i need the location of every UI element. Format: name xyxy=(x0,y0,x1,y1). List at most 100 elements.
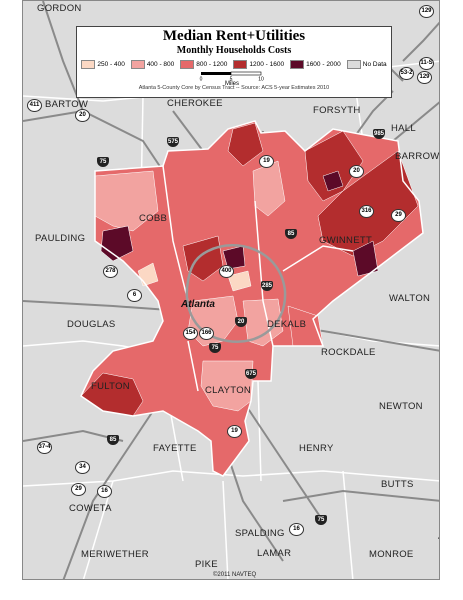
county-label-henry: HENRY xyxy=(299,443,334,454)
legend-swatch xyxy=(81,60,96,69)
county-label-gwinnett: GWINNETT xyxy=(319,235,373,246)
route-shield-400: 400 xyxy=(219,265,234,278)
scale-tick: 0 xyxy=(200,77,203,82)
scale-tick: 5 xyxy=(230,77,233,82)
legend: Median Rent+Utilities Monthly Households… xyxy=(76,26,392,98)
route-shield-19: 19 xyxy=(259,155,274,168)
map-subtitle: Monthly Households Costs xyxy=(176,45,292,56)
interstate-shield-75x: 75 xyxy=(315,515,327,525)
divider-cobb-fulton xyxy=(162,165,189,302)
source-note: Atlanta 5-County Core by Census Tract --… xyxy=(138,85,330,91)
route-shield-16: 16 xyxy=(97,485,112,498)
county-label-spalding: SPALDING xyxy=(235,528,285,539)
county-label-cobb: COBB xyxy=(139,213,168,224)
county-label-paulding: PAULDING xyxy=(35,233,86,244)
county-label-barrow: BARROW xyxy=(395,151,440,162)
county-label-walton: WALTON xyxy=(389,293,431,304)
route-shield-6: 6 xyxy=(127,289,142,302)
city-label-atlanta: Atlanta xyxy=(181,299,215,310)
route-shield-129: 129 xyxy=(419,5,434,18)
county-label-forsyth: FORSYTH xyxy=(313,105,361,116)
route-shield-29b: 29 xyxy=(71,483,86,496)
county-label-lamar: LAMAR xyxy=(257,548,292,559)
divider-dekalb-gwinnett xyxy=(282,245,354,272)
route-shield-20b: 20 xyxy=(349,165,364,178)
legend-item: 1600 - 2000 xyxy=(290,60,341,69)
legend-label: 1200 - 1600 xyxy=(249,61,285,68)
county-label-gordon: GORDON xyxy=(37,3,82,14)
route-shield-316: 316 xyxy=(359,205,374,218)
interstate-shield-985: 985 xyxy=(373,129,385,139)
divider-fulton-clayton xyxy=(187,340,199,392)
metro-outline xyxy=(80,120,424,477)
map-title: Median Rent+Utilities xyxy=(162,28,306,44)
county-label-newton: NEWTON xyxy=(379,401,423,412)
scale-tick: 10 xyxy=(258,77,264,82)
legend-swatch xyxy=(233,60,248,69)
county-label-fulton: FULTON xyxy=(91,381,130,392)
interstate-shield-575: 575 xyxy=(167,137,179,147)
legend-swatch xyxy=(346,60,361,69)
county-label-hall: HALL xyxy=(391,123,416,134)
i285-beltway xyxy=(185,244,287,343)
scale-bar: 0 5 10 Miles xyxy=(77,71,391,87)
legend-item: 1200 - 1600 xyxy=(233,60,284,69)
route-shield-16b: 16 xyxy=(289,523,304,536)
interstate-shield-20: 20 xyxy=(235,317,247,327)
copyright-text: ©2011 NAVTEQ xyxy=(213,572,257,578)
legend-item: 800 - 1200 xyxy=(180,60,227,69)
highway-411 xyxy=(23,110,84,122)
county-label-rockdale: ROCKDALE xyxy=(321,347,376,358)
county-label-butts: BUTTS xyxy=(381,479,414,490)
route-shield-37: 37-4 xyxy=(37,441,52,454)
scale-bar-graphic: 0 5 10 xyxy=(200,71,264,82)
legend-items: 250 - 400 400 - 800 800 - 1200 1200 - 16… xyxy=(77,60,391,69)
county-line-meriwether xyxy=(82,480,114,579)
route-shield-19b: 19 xyxy=(227,425,242,438)
legend-item: 400 - 800 xyxy=(130,60,175,69)
legend-label: No Data xyxy=(362,61,387,68)
choropleth-tracts xyxy=(80,120,424,477)
interstate-shield-75n: 75 xyxy=(97,157,109,167)
route-shield-29: 29 xyxy=(391,209,406,222)
north-arrow-icon: N xyxy=(438,536,439,539)
county-label-coweta: COWETA xyxy=(69,503,112,514)
legend-label: 800 - 1200 xyxy=(196,61,228,68)
county-label-cherokee: CHEROKEE xyxy=(167,98,223,109)
route-shield-53: 53-2 xyxy=(399,67,414,80)
route-shield-154: 154 xyxy=(183,327,198,340)
route-shield-34: 34 xyxy=(75,461,90,474)
legend-item: 250 - 400 xyxy=(81,60,125,69)
county-label-fayette: FAYETTE xyxy=(153,443,197,454)
highway-ne xyxy=(402,21,439,62)
highway-16 xyxy=(282,489,439,502)
county-label-douglas: DOUGLAS xyxy=(67,319,116,330)
legend-swatch xyxy=(290,60,305,69)
interstate-shield-85n: 85 xyxy=(285,229,297,239)
route-shield-278: 278 xyxy=(103,265,118,278)
county-label-pike: PIKE xyxy=(195,559,218,570)
county-line-butts xyxy=(342,470,354,579)
scale-unit: Miles xyxy=(225,81,240,87)
route-shield-129b: 129 xyxy=(417,71,432,84)
interstate-shield-85s: 85 xyxy=(107,435,119,445)
county-line-pike xyxy=(222,480,229,579)
legend-label: 400 - 800 xyxy=(146,61,175,68)
legend-item: No Data xyxy=(346,60,387,69)
legend-label: 1600 - 2000 xyxy=(306,61,341,68)
legend-label: 250 - 400 xyxy=(97,61,125,68)
interstate-shield-675: 675 xyxy=(245,369,257,379)
county-label-dekalb: DEKALB xyxy=(267,319,307,330)
route-shield-166: 166 xyxy=(199,327,214,340)
legend-swatch xyxy=(180,60,195,69)
legend-swatch xyxy=(130,60,145,69)
county-label-bartow: BARTOW xyxy=(45,99,89,110)
county-label-clayton: CLAYTON xyxy=(205,385,252,396)
county-label-monroe: MONROE xyxy=(369,549,414,560)
route-shield-20a: 20 xyxy=(75,109,90,122)
county-line-henry xyxy=(257,380,262,482)
route-shield-11: 11-S xyxy=(419,57,434,70)
county-label-meriwether: MERIWETHER xyxy=(81,549,149,560)
interstate-shield-75s: 75 xyxy=(209,343,221,353)
